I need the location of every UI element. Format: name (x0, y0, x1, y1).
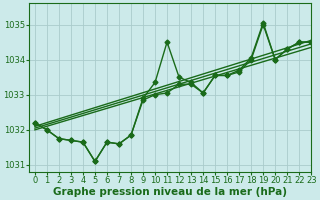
X-axis label: Graphe pression niveau de la mer (hPa): Graphe pression niveau de la mer (hPa) (53, 187, 287, 197)
